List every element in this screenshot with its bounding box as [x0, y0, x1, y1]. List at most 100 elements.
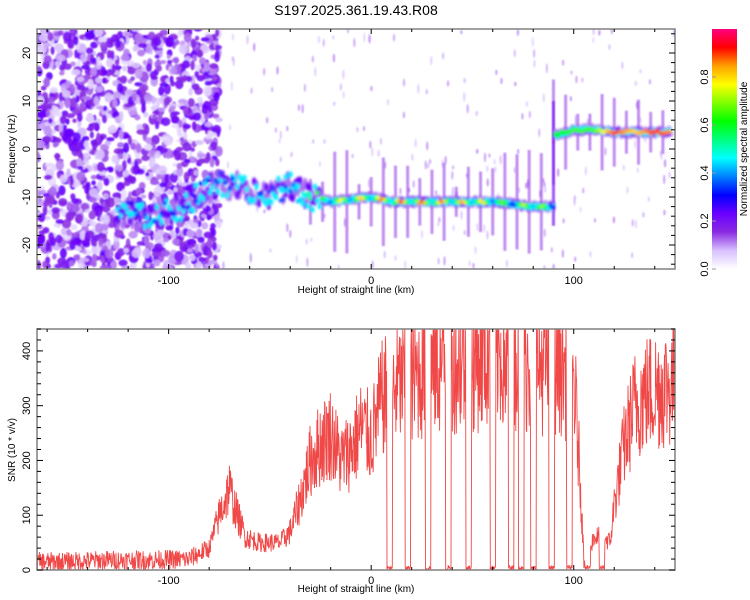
noise-blob	[228, 124, 232, 131]
noise-blob	[61, 110, 69, 116]
noise-blob	[150, 180, 160, 185]
noise-blob	[178, 44, 189, 55]
signal-cell	[254, 183, 259, 190]
noise-blob	[143, 234, 150, 246]
signal-cell	[230, 176, 235, 181]
noise-blob	[589, 250, 592, 258]
signal-cell	[293, 188, 298, 194]
noise-blob	[182, 60, 191, 69]
noise-blob	[663, 159, 667, 168]
colorbar-tick-label: 0.6	[699, 117, 711, 132]
noise-blob	[215, 158, 220, 167]
noise-blob	[174, 250, 184, 262]
y-tick-label: 0	[21, 146, 33, 152]
noise-blob	[472, 262, 475, 269]
noise-blob	[122, 65, 127, 72]
signal-cell	[222, 180, 228, 185]
signal-cell	[120, 219, 126, 231]
noise-blob	[631, 219, 634, 227]
noise-blob	[604, 147, 607, 156]
signal-cell	[179, 215, 184, 222]
noise-blob	[118, 129, 124, 140]
noise-blob	[59, 247, 67, 259]
noise-blob	[116, 82, 124, 94]
noise-blob	[612, 216, 616, 224]
noise-blob	[49, 236, 57, 247]
noise-blob	[270, 87, 274, 93]
noise-blob	[188, 254, 196, 261]
noise-blob	[178, 119, 183, 128]
noise-blob	[212, 124, 222, 135]
noise-blob	[544, 186, 547, 193]
noise-blob	[648, 79, 652, 85]
noise-blob	[90, 122, 98, 128]
noise-blob	[157, 107, 166, 113]
noise-blob	[102, 114, 107, 124]
noise-blob	[77, 112, 83, 122]
noise-blob	[155, 121, 160, 130]
noise-blob	[184, 220, 189, 230]
noise-blob	[437, 257, 440, 265]
signal-cell	[264, 182, 269, 192]
colorbar-ticks: 0.0 0.2 0.4 0.6 0.8	[699, 69, 716, 277]
signal-cell	[123, 203, 128, 210]
snr-y-label: SNR (10 * v/v)	[7, 418, 18, 482]
noise-blob	[130, 76, 135, 81]
noise-blob	[119, 75, 128, 84]
noise-blob	[437, 221, 440, 227]
noise-blob	[342, 91, 345, 99]
signal-cell	[164, 215, 169, 227]
noise-blob	[122, 170, 130, 177]
noise-blob	[65, 118, 70, 125]
noise-blob	[538, 128, 541, 138]
noise-blob	[98, 36, 107, 43]
noise-blob	[57, 30, 64, 36]
noise-blob	[116, 248, 125, 257]
noise-blob	[187, 97, 195, 108]
signal-cell	[276, 175, 281, 183]
noise-blob	[252, 42, 256, 52]
noise-blob	[96, 132, 101, 143]
noise-blob	[339, 83, 343, 91]
noise-blob	[552, 263, 555, 269]
noise-blob	[311, 55, 315, 63]
noise-blob	[214, 52, 220, 63]
signal-cell	[244, 186, 250, 193]
chart-title: S197.2025.361.19.43.R08	[274, 2, 438, 18]
noise-blob	[76, 157, 83, 167]
noise-blob	[342, 69, 345, 80]
signal-cell	[295, 183, 301, 190]
x-tick-label: 100	[565, 275, 583, 287]
signal-cell	[298, 176, 303, 185]
noise-blob	[96, 56, 101, 66]
noise-blob	[140, 194, 147, 199]
noise-blob	[201, 108, 208, 115]
noise-blob	[183, 171, 190, 181]
noise-blob	[47, 96, 56, 104]
noise-blob	[151, 134, 160, 145]
noise-blob	[213, 40, 216, 49]
noise-blob	[186, 229, 195, 238]
noise-blob	[109, 197, 115, 203]
signal-cell	[208, 189, 213, 196]
noise-blob	[135, 196, 143, 204]
noise-blob	[73, 141, 82, 153]
noise-blob	[156, 229, 165, 236]
noise-blob	[102, 77, 107, 84]
noise-blob	[289, 229, 292, 238]
noise-blob	[66, 228, 72, 236]
noise-blob	[162, 263, 168, 269]
noise-blob	[634, 219, 638, 229]
noise-blob	[301, 103, 304, 114]
signal-cell	[181, 207, 186, 215]
noise-blob	[123, 180, 131, 187]
noise-blob	[90, 41, 98, 49]
noise-blob	[75, 214, 84, 224]
noise-blob	[203, 70, 210, 77]
noise-blob	[205, 205, 211, 213]
noise-blob	[297, 104, 301, 112]
noise-blob	[101, 245, 109, 252]
signal-cell	[132, 208, 138, 213]
noise-blob	[131, 248, 142, 258]
noise-blob	[113, 70, 121, 76]
